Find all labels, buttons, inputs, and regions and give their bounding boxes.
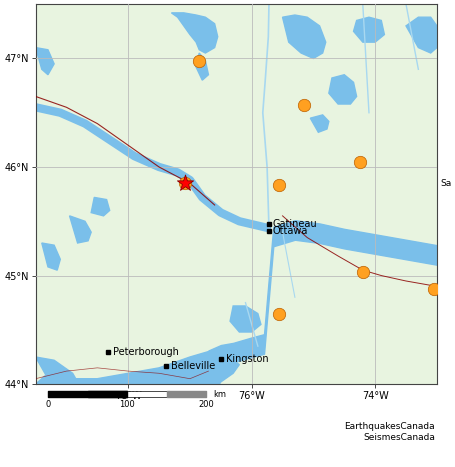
Text: Sa: Sa xyxy=(440,179,451,188)
Text: Kingston: Kingston xyxy=(226,354,268,364)
Text: EarthquakesCanada
SeismesCanada: EarthquakesCanada SeismesCanada xyxy=(344,422,435,441)
Polygon shape xyxy=(230,306,261,332)
Polygon shape xyxy=(406,17,437,53)
Polygon shape xyxy=(70,216,91,243)
Text: km: km xyxy=(213,389,227,399)
Polygon shape xyxy=(35,357,79,384)
Text: Peterborough: Peterborough xyxy=(113,347,179,357)
Point xyxy=(300,101,308,109)
Polygon shape xyxy=(196,53,208,80)
Point xyxy=(356,158,364,165)
Polygon shape xyxy=(35,48,54,75)
Polygon shape xyxy=(354,17,384,42)
Polygon shape xyxy=(35,352,239,422)
Text: Belleville: Belleville xyxy=(171,361,215,371)
Polygon shape xyxy=(172,13,218,53)
Text: Ottawa: Ottawa xyxy=(273,226,308,236)
Text: Gatineau: Gatineau xyxy=(273,219,317,229)
Point xyxy=(182,179,189,187)
Point xyxy=(182,179,189,187)
Text: 100: 100 xyxy=(119,400,135,410)
Polygon shape xyxy=(42,243,61,270)
Point xyxy=(430,285,437,292)
Point xyxy=(276,310,283,317)
Point xyxy=(196,57,203,64)
Point xyxy=(276,182,283,189)
Polygon shape xyxy=(310,115,329,132)
Polygon shape xyxy=(329,75,357,104)
Polygon shape xyxy=(91,198,110,216)
Point xyxy=(359,269,366,276)
Text: 0: 0 xyxy=(46,400,51,410)
Text: 200: 200 xyxy=(198,400,214,410)
Polygon shape xyxy=(283,15,326,58)
